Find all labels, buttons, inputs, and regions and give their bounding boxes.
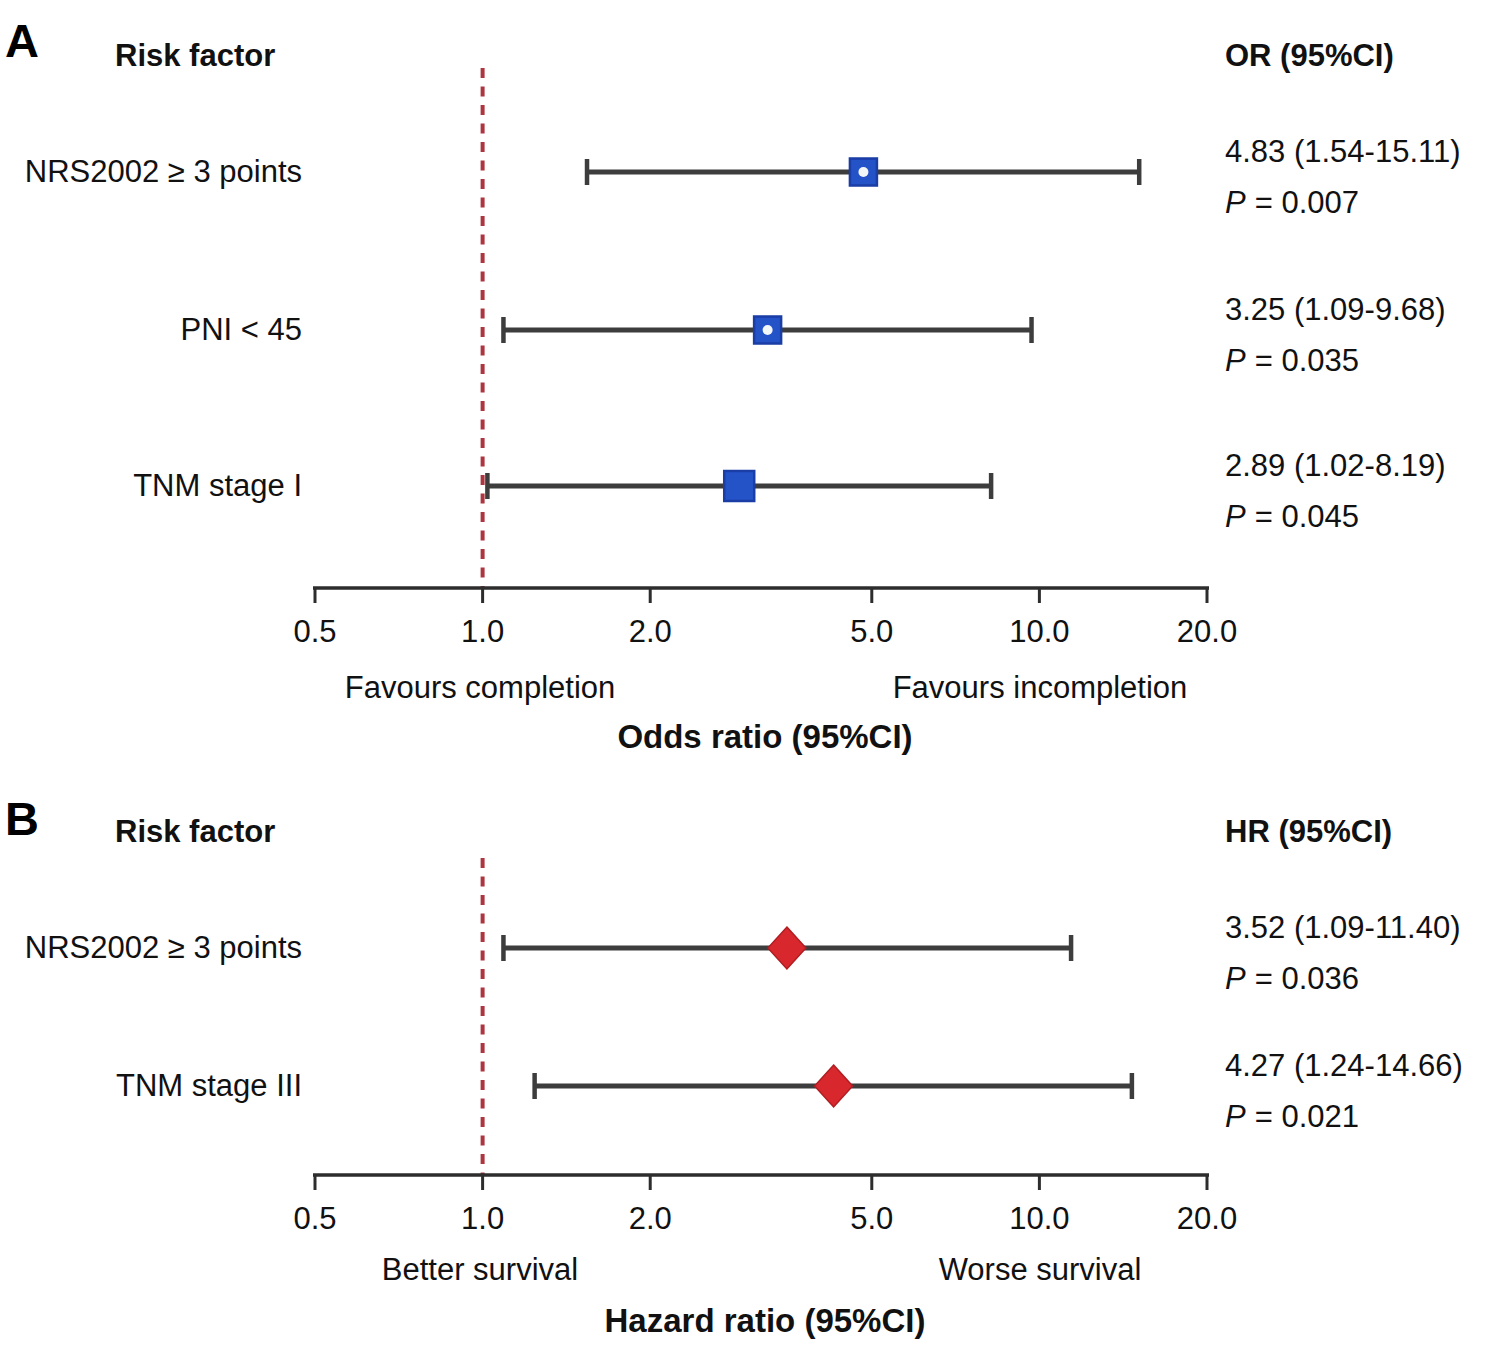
worse-survival-label: Worse survival [939, 1250, 1142, 1290]
marker-center-dot [858, 167, 868, 177]
p-symbol: P [1225, 1099, 1246, 1134]
panel-a-letter: A [5, 16, 39, 66]
hr-ci-header: HR (95%CI) [1225, 812, 1392, 852]
x-tick-1-0: 1.0 [461, 1199, 504, 1239]
p-number: = 0.007 [1255, 185, 1359, 220]
row-label-pni: PNI < 45 [0, 310, 302, 350]
panel-b-letter: B [5, 794, 39, 844]
favours-completion-label: Favours completion [345, 668, 616, 708]
risk-factor-header: Risk factor [115, 812, 275, 852]
hr-value: 3.52 (1.09-11.40) [1225, 908, 1461, 948]
or-ci-header: OR (95%CI) [1225, 36, 1394, 76]
x-tick-0-5: 0.5 [293, 1199, 336, 1239]
row-label-tnm-i: TNM stage I [0, 466, 302, 506]
or-value: 2.89 (1.02-8.19) [1225, 446, 1446, 486]
x-tick-0-5: 0.5 [293, 612, 336, 652]
better-survival-label: Better survival [382, 1250, 578, 1290]
p-symbol: P [1225, 499, 1246, 534]
x-tick-2-0: 2.0 [629, 612, 672, 652]
p-value: P = 0.036 [1225, 959, 1359, 999]
hazard-ratio-axis-title: Hazard ratio (95%CI) [605, 1301, 926, 1341]
p-number: = 0.021 [1255, 1099, 1359, 1134]
favours-incompletion-label: Favours incompletion [893, 668, 1188, 708]
p-symbol: P [1225, 185, 1246, 220]
x-tick-1-0: 1.0 [461, 612, 504, 652]
or-value: 4.83 (1.54-15.11) [1225, 132, 1461, 172]
x-tick-20-0: 20.0 [1177, 1199, 1237, 1239]
x-tick-20-0: 20.0 [1177, 612, 1237, 652]
x-tick-5-0: 5.0 [850, 1199, 893, 1239]
p-number: = 0.035 [1255, 343, 1359, 378]
odds-ratio-axis-title: Odds ratio (95%CI) [617, 717, 912, 757]
p-value: P = 0.035 [1225, 341, 1359, 381]
hr-value: 4.27 (1.24-14.66) [1225, 1046, 1463, 1086]
x-tick-2-0: 2.0 [629, 1199, 672, 1239]
x-tick-10-0: 10.0 [1009, 612, 1069, 652]
marker-center-dot [763, 325, 773, 335]
row-label-nrs2002: NRS2002 ≥ 3 points [0, 152, 302, 192]
x-tick-5-0: 5.0 [850, 612, 893, 652]
marker-diamond [768, 927, 806, 969]
p-number: = 0.045 [1255, 499, 1359, 534]
risk-factor-header: Risk factor [115, 36, 275, 76]
p-value: P = 0.021 [1225, 1097, 1359, 1137]
forest-plot-figure: A Risk factor OR (95%CI) NRS2002 ≥ 3 poi… [0, 0, 1494, 1349]
p-number: = 0.036 [1255, 961, 1359, 996]
marker-square [724, 471, 754, 501]
x-tick-10-0: 10.0 [1009, 1199, 1069, 1239]
row-label-nrs2002: NRS2002 ≥ 3 points [0, 928, 302, 968]
p-value: P = 0.007 [1225, 183, 1359, 223]
marker-diamond [815, 1065, 853, 1107]
p-value: P = 0.045 [1225, 497, 1359, 537]
or-value: 3.25 (1.09-9.68) [1225, 290, 1446, 330]
p-symbol: P [1225, 343, 1246, 378]
row-label-tnm-iii: TNM stage III [0, 1066, 302, 1106]
p-symbol: P [1225, 961, 1246, 996]
